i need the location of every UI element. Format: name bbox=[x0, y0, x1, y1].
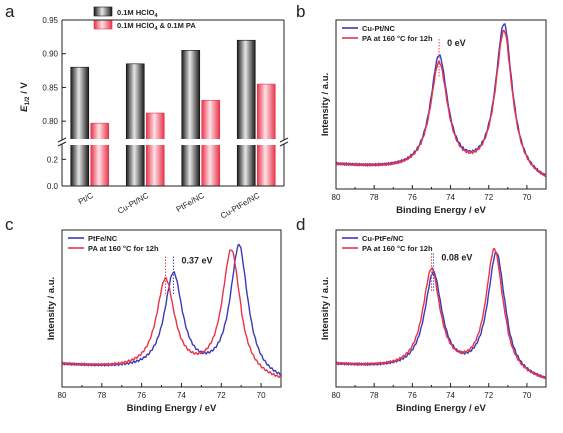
x-tick-label: 70 bbox=[522, 391, 531, 400]
legend-label-hclo4: 0.1M HClO4 bbox=[117, 8, 159, 19]
plot-frame bbox=[61, 229, 282, 388]
legend-label-hclo4-pa: 0.1M HClO4 & 0.1M PA bbox=[117, 21, 196, 32]
category-label: Pt/C bbox=[77, 191, 95, 207]
y-tick-label: 0.90 bbox=[42, 50, 58, 59]
x-tick-label: 74 bbox=[177, 391, 186, 400]
bar-hclo4-pa-upper bbox=[201, 99, 221, 143]
bar-hclo4-lower bbox=[125, 143, 145, 187]
category-label: PtFe/NC bbox=[175, 191, 206, 214]
y-axis-label: Intensity / a.u. bbox=[320, 73, 331, 136]
x-tick-label: 74 bbox=[446, 193, 455, 202]
y-tick-label: 0.0 bbox=[47, 182, 59, 191]
y-tick-label: 0.95 bbox=[42, 16, 58, 25]
category-label: Cu-PtFe/NC bbox=[219, 191, 261, 221]
series-line-pa-treated bbox=[336, 248, 546, 379]
panel-b-xps-spectrum: 80 78 76 74 72 70 Binding Energy / eV Intensity… bbox=[320, 19, 547, 216]
bar-hclo4-lower bbox=[236, 143, 256, 187]
series-line-pristine bbox=[336, 23, 546, 177]
axis-break-mark bbox=[279, 141, 289, 147]
bar-hclo4-lower bbox=[70, 143, 90, 187]
series-line-pa-treated bbox=[336, 29, 546, 177]
series-line-pristine bbox=[62, 243, 281, 376]
x-tick-label: 80 bbox=[58, 391, 67, 400]
plot-frame bbox=[335, 19, 547, 190]
x-tick-label: 78 bbox=[97, 391, 106, 400]
peak-shift-annotation: 0.37 eV bbox=[181, 256, 212, 266]
legend-label-pa-treated: PA at 160 °C for 12h bbox=[88, 244, 159, 253]
peak-shift-annotation: 0 eV bbox=[447, 38, 466, 48]
x-tick-label: 76 bbox=[408, 391, 417, 400]
legend-label-pa-treated: PA at 160 °C for 12h bbox=[362, 34, 433, 43]
bar-hclo4-upper bbox=[125, 63, 145, 143]
bar-hclo4-pa-lower bbox=[145, 143, 165, 187]
panel-d-xps-spectrum: 80 78 76 74 72 70 Binding Energy / eV Intensity… bbox=[320, 229, 547, 414]
panel-a-bar-chart: 0.1M HClO4 0.1M HClO4 & 0.1M PA E1/2 / V… bbox=[19, 6, 290, 221]
y-axis-label: Intensity / a.u. bbox=[46, 277, 57, 340]
y-tick-label: 0.2 bbox=[47, 155, 59, 164]
x-tick-label: 70 bbox=[257, 391, 266, 400]
y-axis-label: Intensity / a.u. bbox=[320, 277, 331, 340]
panel-c-xps-spectrum: 80 78 76 74 72 70 Binding Energy / eV Intensity… bbox=[46, 229, 282, 414]
y-tick-label: 0.80 bbox=[42, 117, 58, 126]
series-line-pristine bbox=[336, 251, 546, 380]
x-tick-label: 76 bbox=[137, 391, 146, 400]
bar-hclo4-pa-lower bbox=[256, 143, 276, 187]
x-tick-label: 76 bbox=[408, 193, 417, 202]
legend-swatch-hclo4-pa bbox=[93, 19, 113, 30]
bar-hclo4-upper bbox=[70, 66, 90, 143]
bar-hclo4-pa-upper bbox=[145, 112, 165, 143]
legend-label-pa-treated: PA at 160 °C for 12h bbox=[362, 244, 433, 253]
legend-swatch-hclo4 bbox=[93, 6, 113, 17]
x-tick-label: 78 bbox=[370, 193, 379, 202]
x-tick-label: 78 bbox=[370, 391, 379, 400]
series-line-pa-treated bbox=[62, 249, 281, 378]
bar-hclo4-upper bbox=[181, 50, 201, 143]
panel-a-ylabel: E1/2 / V bbox=[19, 82, 31, 112]
x-axis-label: Binding Energy / eV bbox=[396, 205, 486, 216]
x-tick-label: 72 bbox=[217, 391, 226, 400]
axis-break-gap bbox=[56, 139, 290, 145]
panel-letter-d: d bbox=[296, 215, 305, 234]
legend-label-pristine: Cu-Pt/NC bbox=[362, 24, 395, 33]
x-axis-label: Binding Energy / eV bbox=[127, 403, 217, 414]
x-tick-label: 72 bbox=[484, 193, 493, 202]
x-tick-label: 80 bbox=[332, 193, 341, 202]
bar-hclo4-pa-lower bbox=[90, 143, 110, 187]
x-tick-label: 74 bbox=[446, 391, 455, 400]
legend-label-pristine: PtFe/NC bbox=[88, 234, 118, 243]
panel-letter-a: a bbox=[5, 2, 15, 21]
y-tick-label: 0.85 bbox=[42, 83, 58, 92]
axis-break-mark bbox=[57, 141, 67, 147]
bar-hclo4-upper bbox=[236, 39, 256, 143]
x-tick-label: 72 bbox=[484, 391, 493, 400]
x-tick-label: 70 bbox=[522, 193, 531, 202]
legend-label-pristine: Cu-PtFe/NC bbox=[362, 234, 404, 243]
panel-letter-c: c bbox=[5, 215, 14, 234]
bar-hclo4-lower bbox=[181, 143, 201, 187]
x-tick-label: 80 bbox=[332, 391, 341, 400]
category-label: Cu-Pt/NC bbox=[116, 191, 150, 216]
plot-frame bbox=[335, 229, 547, 388]
panel-letter-b: b bbox=[296, 2, 305, 21]
peak-shift-annotation: 0.08 eV bbox=[441, 252, 472, 262]
x-axis-label: Binding Energy / eV bbox=[396, 403, 486, 414]
bar-hclo4-pa-upper bbox=[256, 83, 276, 143]
axis-break-mark bbox=[279, 137, 289, 143]
axis-break-mark bbox=[57, 137, 67, 143]
bar-hclo4-pa-lower bbox=[201, 143, 221, 187]
